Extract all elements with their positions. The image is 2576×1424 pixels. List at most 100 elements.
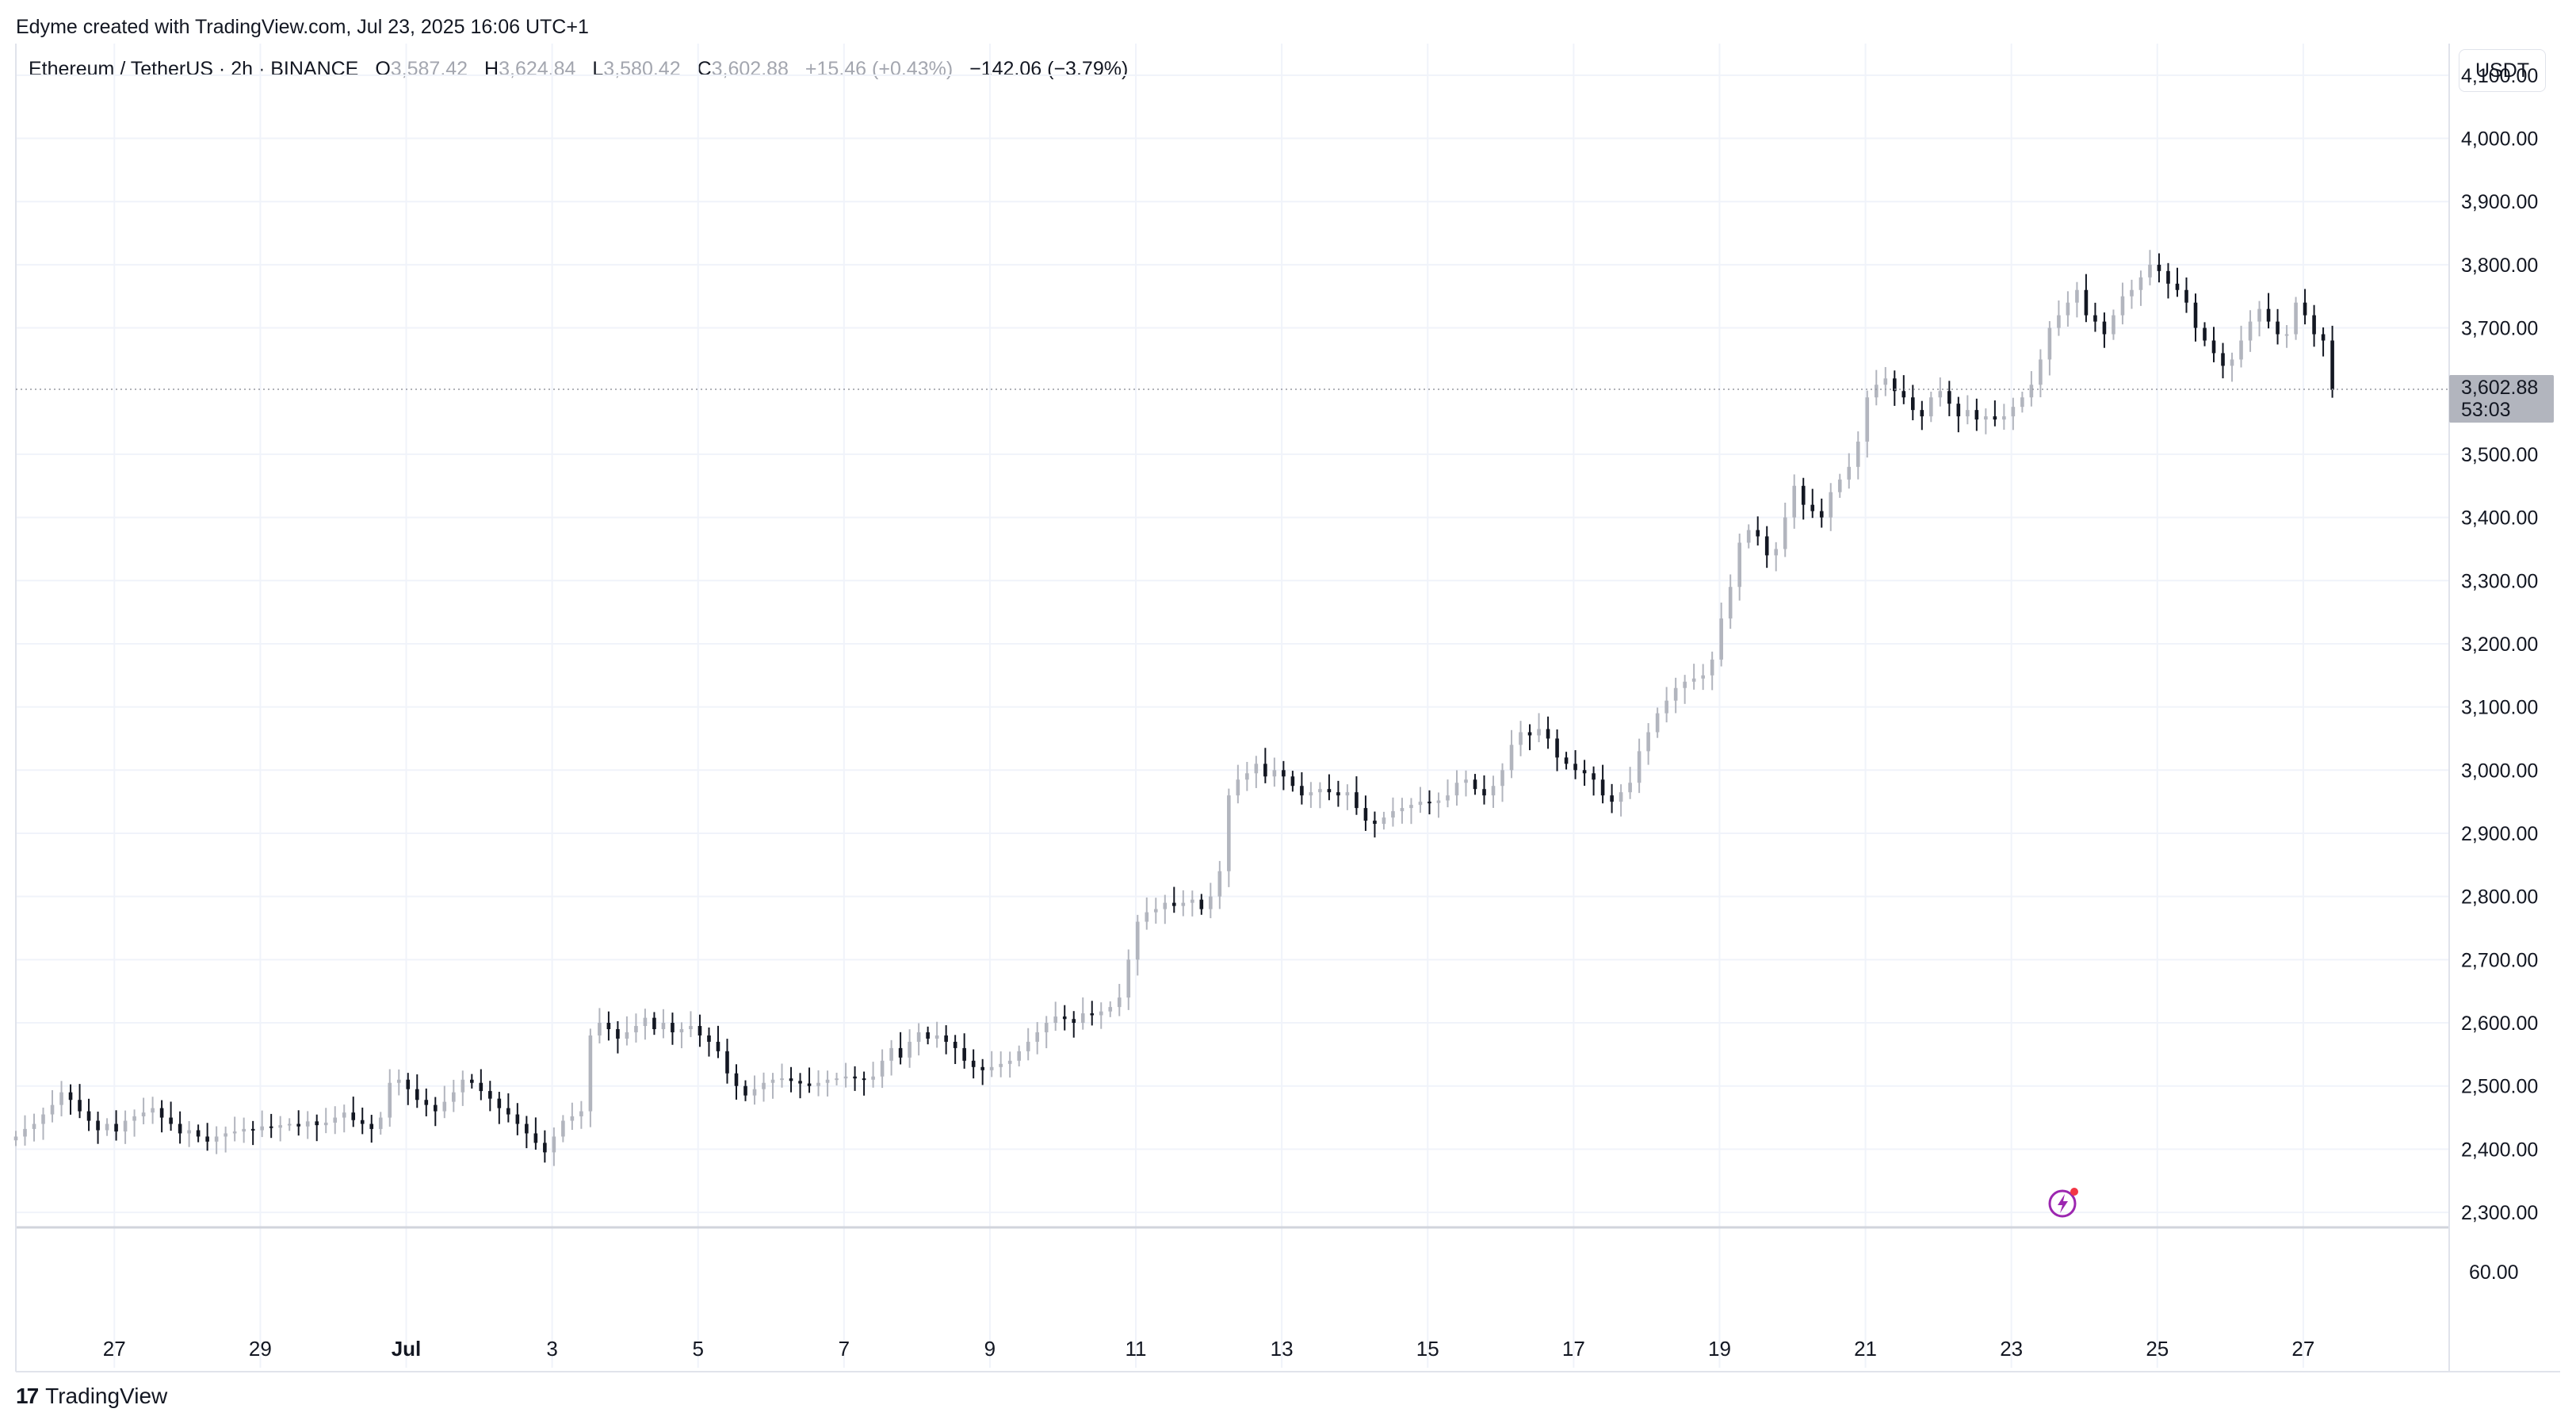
x-tick-label: 11 [1126,1337,1147,1361]
lightning-bolt-icon[interactable] [2048,1187,2080,1219]
candle-body [1865,397,1870,442]
candle-body [269,1126,273,1128]
candle-body [78,1100,82,1112]
candle-body [1400,808,1405,812]
candle-body [1446,795,1450,801]
candle-body [843,1076,848,1079]
last-price-label: 3,602.88 [2461,377,2538,399]
candle-body [86,1111,91,1121]
candle-body [825,1079,830,1083]
candle-body [396,1079,401,1083]
x-tick-label: 23 [2000,1337,2023,1361]
y-tick-label: 3,900.00 [2461,191,2538,213]
candle-body [1245,773,1249,780]
candle-body [606,1023,611,1029]
candle-body [2011,407,2016,417]
y-tick-label: 3,700.00 [2461,318,2538,340]
candle-body [1090,1013,1095,1016]
x-tick-label: 9 [984,1337,996,1361]
candle-body [543,1143,547,1153]
candle-body [908,1041,912,1058]
candle-body [1181,902,1186,906]
candle-body [2039,359,2043,385]
candle-body [2138,277,2143,290]
candle-body [141,1112,146,1116]
candle-body [1582,770,1587,774]
candle-body [1628,783,1632,793]
candle-body [807,1083,812,1086]
y-tick-label: 3,500.00 [2461,444,2538,466]
candle-body [707,1035,711,1042]
candle-body [570,1116,575,1121]
candle-body [470,1079,474,1083]
y-tick-label: 3,300.00 [2461,570,2538,592]
candle-body [2239,340,2243,360]
candle-body [1227,795,1231,871]
candle-body [1026,1041,1030,1051]
candle-body [114,1124,118,1132]
y-tick-label: 2,400.00 [2461,1139,2538,1161]
candle-body [1336,792,1340,796]
candle-body [835,1078,839,1081]
x-tick-label: 5 [692,1337,703,1361]
symbol-name[interactable]: Ethereum / TetherUS · 2h · BINANCE [29,58,359,80]
candle-body [1117,997,1122,1008]
candle-body [305,1121,310,1127]
candle-body [2203,327,2207,341]
candle-body [561,1120,565,1137]
candle-body [1171,902,1176,906]
candle-body [880,1060,885,1077]
candle-body [497,1098,502,1108]
candle-body [1527,732,1532,736]
candle-body [1829,492,1833,518]
candle-body [205,1136,209,1142]
candle-body [1655,713,1660,733]
candle-body [698,1026,702,1035]
candle-body [1373,821,1377,825]
candle-body [1892,378,1897,392]
candle-body [1746,530,1751,543]
candle-body [1217,871,1222,897]
candle-body [1072,1019,1076,1024]
candle-body [689,1026,693,1029]
candle-body [1062,1016,1067,1020]
candle-body [1619,792,1623,802]
candle-body [1938,391,1943,398]
candle-body [1044,1023,1049,1032]
candle-body [351,1112,356,1120]
candle-body [588,1035,593,1112]
x-tick-label: 27 [2291,1337,2314,1361]
candle-body [1345,792,1350,796]
candle-body [452,1092,456,1102]
candle-body [488,1091,492,1099]
candle-body [1819,511,1824,518]
close-value: 3,602.88 [711,58,789,80]
candle-body [2266,308,2271,322]
candle-body [1473,779,1477,790]
candle-body [1409,805,1413,809]
candle-body [616,1028,620,1039]
candle-body [962,1047,966,1061]
candle-body [734,1073,739,1086]
candle-body [1947,391,1951,404]
x-tick-label: 15 [1416,1337,1439,1361]
candle-body [1017,1051,1021,1061]
candle-body [1683,681,1687,688]
candle-body [169,1117,173,1124]
y-tick-label: 4,100.00 [2461,65,2538,87]
candle-body [1509,745,1514,771]
candle-body [1920,410,1924,417]
range-change: −142.06 (−3.79%) [969,58,1129,80]
candle-body [1993,416,1997,420]
tradingview-logo[interactable]: 17 TradingView [16,1384,167,1409]
candle-body [789,1078,793,1081]
candle-body [934,1035,939,1039]
candle-body [2184,289,2188,303]
currency-button[interactable]: USDT [2459,49,2546,92]
high-value: 3,624.84 [499,58,576,80]
candle-body [1764,536,1769,556]
candle-body [1491,786,1496,796]
candle-body [625,1032,629,1039]
candle-body [926,1032,930,1039]
